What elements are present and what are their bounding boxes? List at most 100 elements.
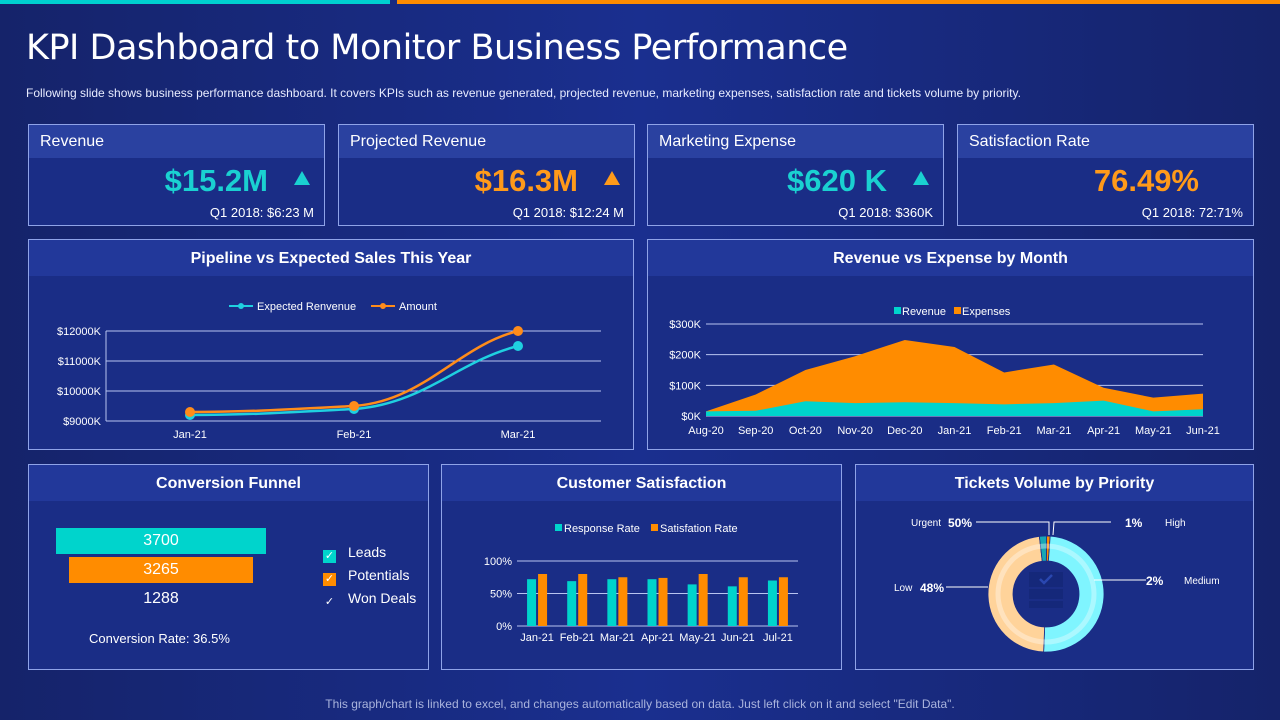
data-point	[513, 341, 523, 351]
panel-title: Conversion Funnel	[29, 465, 428, 501]
legend-label: Revenue	[902, 306, 946, 318]
y-tick-label: $200K	[669, 350, 701, 362]
bar	[767, 580, 777, 626]
check-icon	[1039, 574, 1053, 585]
check-icon: ✓	[323, 550, 336, 563]
conversion-rate: Conversion Rate: 36.5%	[89, 631, 230, 646]
funnel-bar-won-deals[interactable]: 1288	[143, 590, 179, 607]
x-tick-label: Feb-21	[560, 632, 595, 644]
slice-name: Medium	[1184, 576, 1220, 587]
donut-inner-ring	[995, 543, 1097, 645]
kpi-label: Projected Revenue	[339, 125, 634, 158]
slice-value: 1%	[1125, 516, 1143, 530]
x-tick-label: Oct-20	[789, 425, 822, 437]
x-tick-label: Aug-20	[688, 425, 723, 437]
panel-title: Tickets Volume by Priority	[856, 465, 1253, 501]
kpi-value: $620 K	[787, 163, 887, 198]
donut-slice-medium	[1038, 535, 1047, 562]
legend-label: Amount	[399, 301, 437, 313]
y-tick-label: $100K	[669, 380, 701, 392]
x-tick-label: Jan-21	[173, 429, 207, 441]
series-line-1	[189, 329, 519, 414]
x-tick-label: Sep-20	[738, 425, 773, 437]
legend-label: Response Rate	[564, 523, 640, 535]
legend-label: Won Deals	[348, 590, 417, 606]
x-tick-label: Feb-21	[337, 429, 372, 441]
legend-potentials: ✓ Potentials	[323, 567, 409, 586]
kpi-card-revenue: Revenue $15.2M Q1 2018: $6:23 M	[28, 124, 325, 226]
kpi-comparison: Q1 2018: $6:23 M	[209, 205, 314, 220]
legend-label: Expected Renvenue	[257, 301, 356, 313]
kpi-label: Marketing Expense	[648, 125, 943, 158]
x-tick-label: Feb-21	[987, 425, 1022, 437]
slice-value: 48%	[920, 581, 944, 595]
legend-marker	[380, 303, 386, 309]
bar	[567, 581, 577, 626]
legend-marker	[238, 303, 244, 309]
donut-slice-urgent	[1043, 535, 1105, 653]
legend-swatch	[894, 307, 901, 314]
slice-name: High	[1165, 518, 1186, 529]
kpi-comparison: Q1 2018: $360K	[838, 205, 933, 220]
leader-line	[1052, 521, 1111, 536]
revenue-expense-chart[interactable]: $0K $100K $200K $300K Aug-20 Sep-20 Oct-20 Nov-…	[648, 240, 1255, 451]
x-tick-label: Mar-21	[501, 429, 536, 441]
bar	[658, 577, 668, 626]
y-tick-label: $11000K	[58, 356, 102, 368]
customer-satisfaction-chart[interactable]: 0% 50% 100% Jan-21 Feb-21 Mar-21 Apr-21 May-21 J…	[442, 465, 843, 671]
legend-label: Leads	[348, 544, 387, 560]
kpi-label: Satisfaction Rate	[958, 125, 1253, 158]
legend-label: Satisfation Rate	[660, 523, 738, 535]
kpi-label: Revenue	[29, 125, 324, 158]
bar	[618, 577, 628, 626]
tickets-volume-panel: Tickets Volume by Priority Urgent 50% 1% Hi…	[855, 464, 1254, 670]
kpi-comparison: Q1 2018: $12:24 M	[512, 205, 624, 220]
x-tick-label: Apr-21	[1087, 425, 1120, 437]
bar	[538, 574, 548, 626]
y-tick-label: $300K	[669, 319, 701, 331]
slice-name: Low	[894, 583, 913, 594]
x-tick-label: Jan-21	[938, 425, 972, 437]
tickets-donut-chart[interactable]: Urgent 50% 1% High 2% Medium Low 48%	[856, 465, 1255, 671]
y-tick-label: $10000K	[57, 386, 102, 398]
list-icon	[1029, 589, 1063, 599]
panel-title: Customer Satisfaction	[442, 465, 841, 501]
legend-label: Expenses	[962, 306, 1011, 318]
accent-bar-cyan	[0, 0, 390, 4]
trend-up-icon	[294, 171, 310, 185]
x-tick-label: Mar-21	[600, 632, 635, 644]
slice-name: Urgent	[911, 518, 941, 529]
bar	[727, 586, 737, 626]
x-tick-label: Dec-20	[887, 425, 922, 437]
legend-label: Potentials	[348, 567, 410, 583]
funnel-bar-leads[interactable]: 3700	[56, 528, 266, 554]
y-tick-label: $12000K	[57, 326, 102, 338]
bar	[607, 579, 617, 626]
conversion-funnel-panel: Conversion Funnel 3700 3265 1288 Convers…	[28, 464, 429, 670]
kpi-card-marketing-expense: Marketing Expense $620 K Q1 2018: $360K	[647, 124, 944, 226]
panel-title: Revenue vs Expense by Month	[648, 240, 1253, 276]
bar	[778, 577, 788, 626]
accent-bar-orange	[397, 0, 1280, 4]
panel-title: Pipeline vs Expected Sales This Year	[29, 240, 633, 276]
trend-up-icon	[913, 171, 929, 185]
page-title: KPI Dashboard to Monitor Business Perfor…	[26, 28, 848, 68]
pipeline-chart[interactable]: $9000K $10000K $11000K $12000K Jan-21 Feb-21 M…	[29, 240, 635, 451]
leader-line	[976, 521, 1050, 535]
bar	[698, 574, 708, 626]
page-subtitle: Following slide shows business performan…	[26, 86, 1021, 100]
pipeline-panel: Pipeline vs Expected Sales This Year $90…	[28, 239, 634, 450]
funnel-bar-potentials[interactable]: 3265	[69, 557, 253, 583]
kpi-value: 76.49%	[1093, 163, 1199, 198]
revenue-expense-panel: Revenue vs Expense by Month $0K $100K $200…	[647, 239, 1254, 450]
x-tick-label: Jan-21	[520, 632, 554, 644]
x-tick-label: Jun-21	[721, 632, 755, 644]
x-tick-label: Mar-21	[1036, 425, 1071, 437]
list-icon	[1029, 601, 1063, 608]
x-tick-label: Jul-21	[763, 632, 793, 644]
y-tick-label: $0K	[681, 411, 701, 423]
kpi-value: $15.2M	[164, 163, 268, 198]
legend-swatch	[651, 524, 658, 531]
data-point	[185, 407, 195, 417]
check-icon: ✓	[324, 596, 335, 608]
